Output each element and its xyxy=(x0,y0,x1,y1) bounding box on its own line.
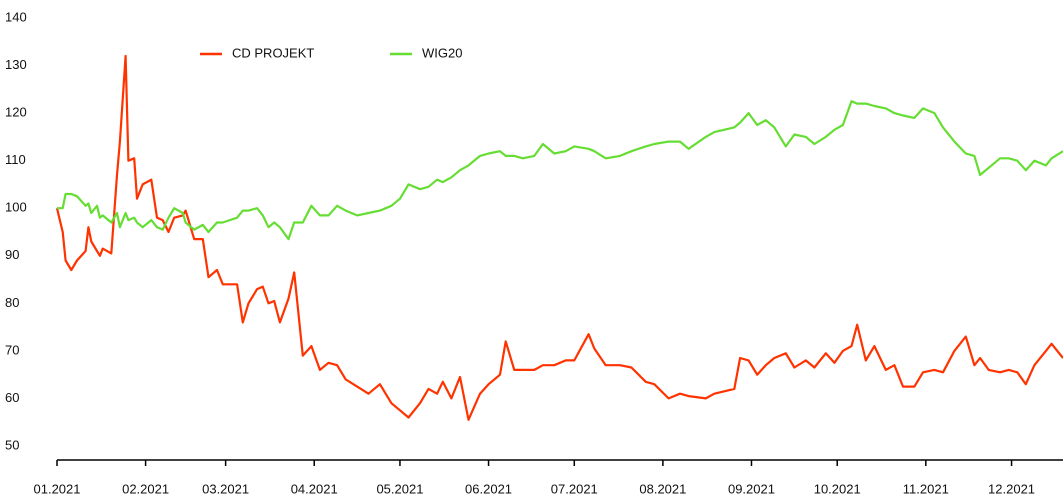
y-tick-label: 110 xyxy=(5,152,26,167)
x-tick-label: 09.2021 xyxy=(728,481,775,496)
y-tick-label: 50 xyxy=(5,437,19,452)
x-tick-label: 02.2021 xyxy=(122,481,169,496)
line-series xyxy=(57,100,1063,241)
y-tick-label: 130 xyxy=(5,57,27,72)
x-tick-label: 05.2021 xyxy=(376,481,423,496)
x-tick-label: 04.2021 xyxy=(291,481,338,496)
y-tick-label: 60 xyxy=(5,390,19,405)
x-tick-label: 01.2021 xyxy=(34,481,81,496)
y-tick-label: 80 xyxy=(5,295,19,310)
x-tick-label: 10.2021 xyxy=(814,481,861,496)
x-tick-label: 11.2021 xyxy=(903,481,949,496)
y-tick-label: 120 xyxy=(5,105,27,120)
legend-label: WIG20 xyxy=(422,45,462,60)
y-tick-label: 140 xyxy=(5,9,27,24)
x-tick-label: 12.2021 xyxy=(988,481,1035,496)
x-tick-label: 07.2021 xyxy=(551,481,598,496)
x-tick-label: 03.2021 xyxy=(202,481,249,496)
x-tick-label: 06.2021 xyxy=(465,481,512,496)
legend-label: CD PROJEKT xyxy=(232,45,314,60)
x-tick-label: 08.2021 xyxy=(639,481,686,496)
y-tick-label: 100 xyxy=(5,200,27,215)
y-tick-label: 90 xyxy=(5,247,19,262)
y-tick-label: 70 xyxy=(5,342,19,357)
line-series xyxy=(55,54,1063,421)
